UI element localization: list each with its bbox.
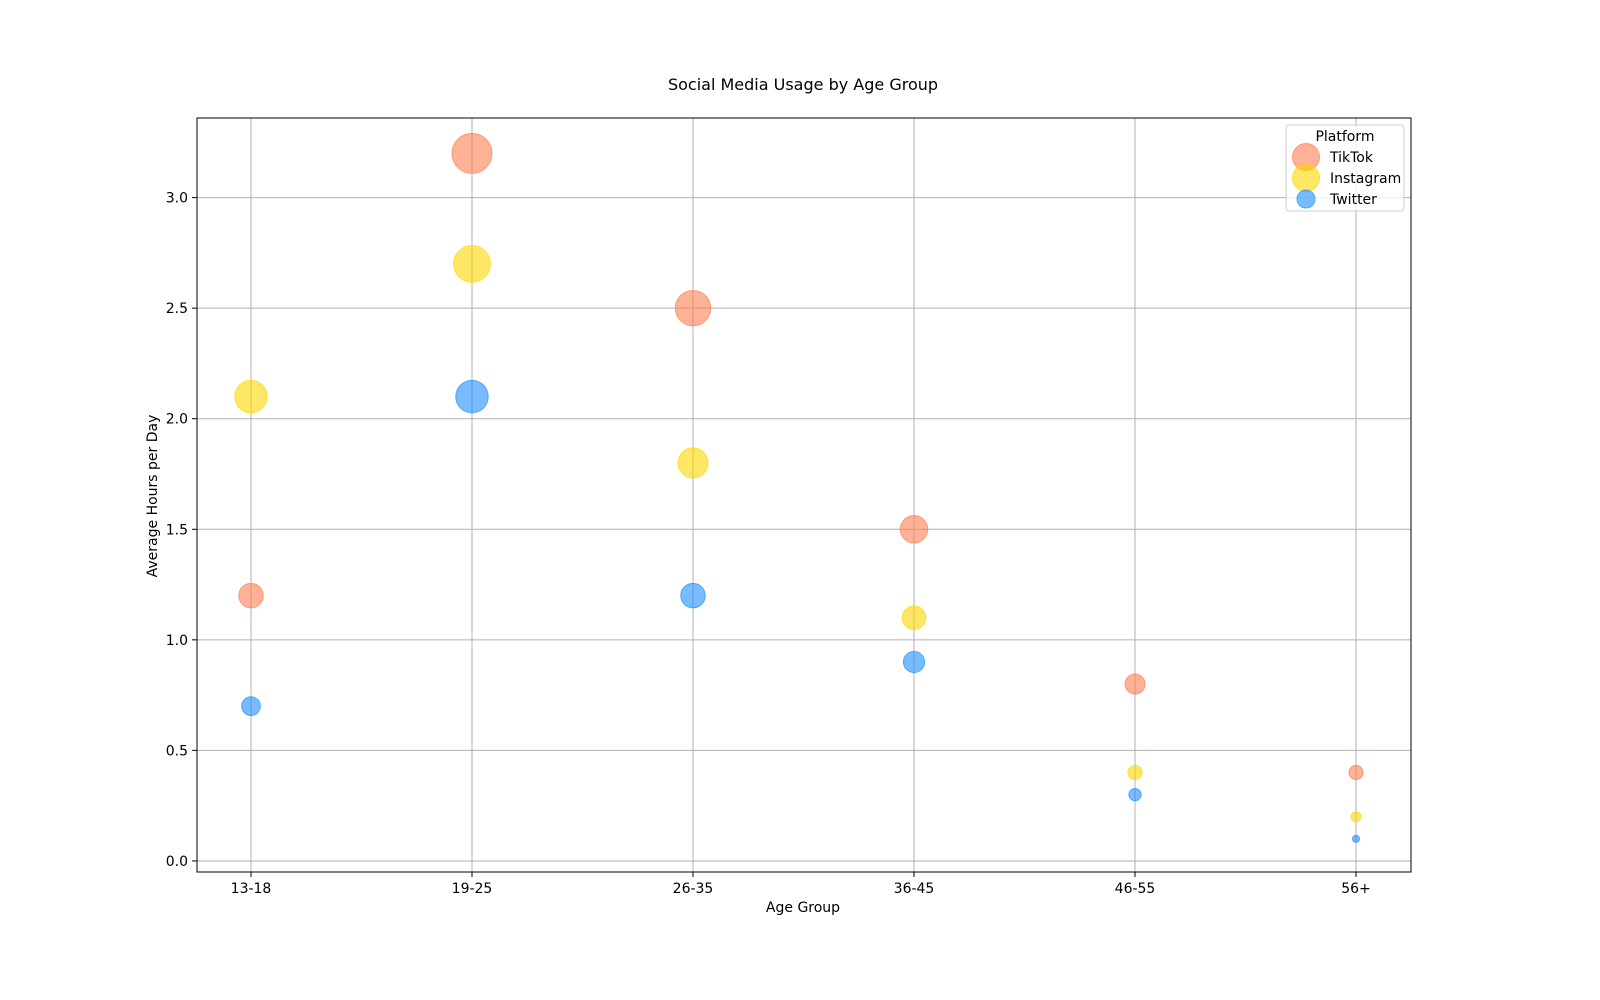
bubbles (234, 132, 1364, 843)
bubble-twitter-46-55 (1128, 787, 1142, 802)
bubble-tiktok-19-25 (451, 132, 493, 174)
legend-title: Platform (1315, 129, 1374, 145)
legend-marker-instagram (1292, 164, 1320, 192)
legend-marker-twitter (1296, 189, 1316, 209)
y-axis-label: Average Hours per Day (145, 415, 161, 578)
legend-label-instagram: Instagram (1330, 171, 1401, 187)
y-tick-label: 0.0 (166, 854, 188, 870)
bubble-instagram-19-25 (453, 245, 491, 283)
bubble-twitter-26-35 (680, 582, 706, 609)
bubble-tiktok-13-18 (238, 582, 264, 609)
bubble-twitter-56+ (1351, 834, 1361, 843)
x-tick-label: 56+ (1341, 881, 1371, 897)
bubble-tiktok-56+ (1348, 764, 1364, 781)
grid (197, 118, 1411, 872)
legend-frame (1285, 124, 1405, 212)
x-tick-label: 13-18 (231, 881, 272, 897)
y-tick-label: 3.0 (166, 191, 188, 207)
legend: Platform TikTok Instagram Twitter (1285, 124, 1405, 212)
bubble-instagram-36-45 (901, 605, 927, 630)
ticks: 13-18 19-25 26-35 36-45 46-55 56+ 0.0 0.5 1.0 1.5… (166, 191, 1371, 897)
bubble-tiktok-26-35 (674, 289, 712, 327)
x-tick-label: 26-35 (673, 881, 714, 897)
plot-frame (196, 117, 1412, 873)
x-tick-label: 36-45 (894, 881, 935, 897)
bubble-instagram-46-55 (1127, 764, 1143, 781)
y-tick-label: 0.5 (166, 743, 188, 759)
bubble-instagram-13-18 (234, 379, 268, 414)
y-tick-label: 2.0 (166, 412, 188, 428)
bubble-twitter-36-45 (902, 650, 926, 674)
bubble-tiktok-46-55 (1124, 673, 1146, 695)
y-tick-label: 1.5 (166, 522, 188, 538)
y-tick-label: 2.5 (166, 301, 188, 317)
legend-label-twitter: Twitter (1329, 192, 1377, 208)
chart-title: Social Media Usage by Age Group (668, 75, 938, 94)
bubble-twitter-13-18 (241, 696, 261, 717)
y-tick-label: 1.0 (166, 633, 188, 649)
x-tick-label: 46-55 (1115, 881, 1156, 897)
bubble-twitter-19-25 (455, 379, 489, 414)
bubble-instagram-26-35 (677, 447, 709, 479)
legend-label-tiktok: TikTok (1329, 150, 1374, 166)
x-axis-label: Age Group (766, 900, 840, 916)
bubble-instagram-56+ (1350, 811, 1362, 823)
x-tick-label: 19-25 (452, 881, 493, 897)
bubble-tiktok-36-45 (899, 515, 929, 544)
